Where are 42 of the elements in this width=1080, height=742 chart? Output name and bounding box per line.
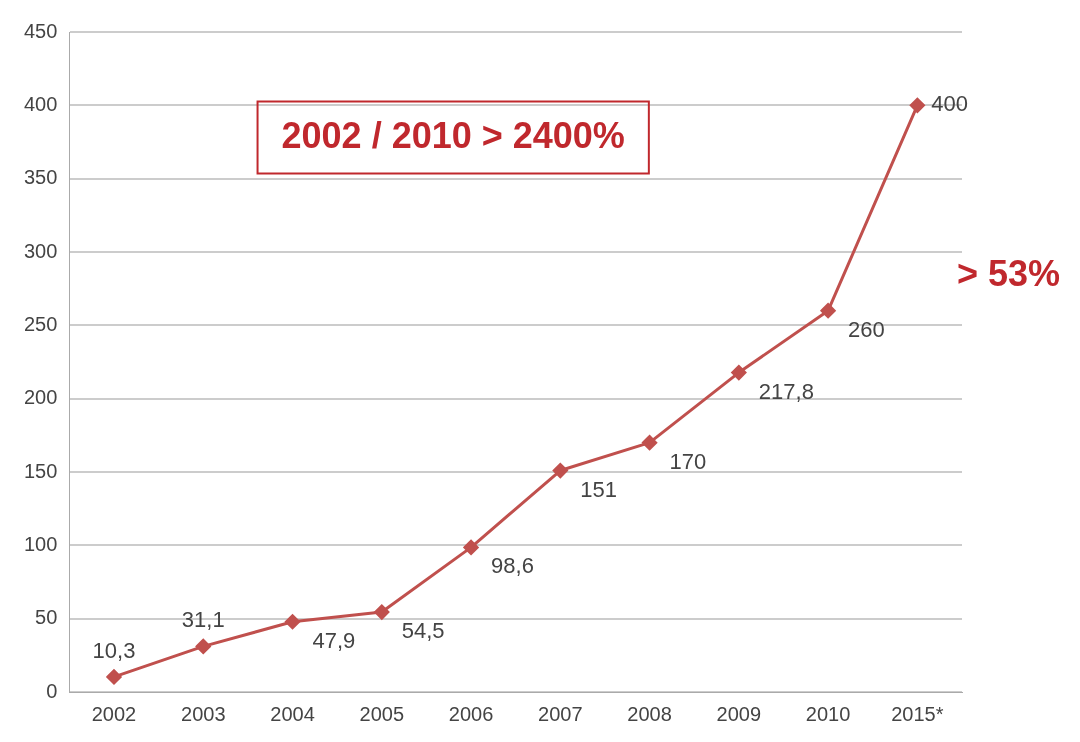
data-label: 47,9 <box>312 627 356 653</box>
point <box>731 365 747 381</box>
point <box>463 539 479 555</box>
x-tick-label: 2010 <box>805 702 851 725</box>
annotation: 2002 / 2010 > 2400% <box>281 114 625 156</box>
y-tick-label: 150 <box>23 459 58 482</box>
point <box>642 435 658 451</box>
x-tick-label: 2005 <box>359 702 405 725</box>
annotation: > 53% <box>956 253 1060 295</box>
data-label: 400 <box>931 91 969 117</box>
data-label: 98,6 <box>491 553 534 579</box>
y-tick-label: 50 <box>35 606 58 629</box>
data-label: 10,3 <box>92 637 136 663</box>
y-tick-label: 400 <box>23 92 58 115</box>
y-tick-label: 300 <box>23 239 58 262</box>
y-tick-label: 0 <box>46 679 58 702</box>
x-tick-label: 2008 <box>627 702 672 725</box>
x-tick-label: 2009 <box>716 702 762 725</box>
point <box>374 604 390 620</box>
point <box>285 614 301 630</box>
x-tick-label: 2015* <box>891 702 944 725</box>
data-label: 260 <box>848 316 885 342</box>
x-tick-label: 2007 <box>538 702 583 725</box>
y-tick-label: 350 <box>23 166 58 189</box>
x-tick-label: 2004 <box>270 702 315 725</box>
y-tick-label: 450 <box>23 19 58 42</box>
x-tick-label: 2003 <box>181 702 226 725</box>
point <box>106 669 122 685</box>
data-label: 170 <box>669 448 707 474</box>
y-tick-label: 100 <box>23 532 58 555</box>
point <box>552 463 568 479</box>
data-label: 54,5 <box>401 618 445 644</box>
x-tick-label: 2006 <box>448 702 494 725</box>
point <box>195 638 211 654</box>
point <box>820 303 836 319</box>
data-label: 217,8 <box>758 378 814 404</box>
y-tick-label: 250 <box>23 312 58 335</box>
data-label: 151 <box>580 476 618 502</box>
x-tick-label: 2002 <box>91 702 137 725</box>
point <box>909 97 925 113</box>
y-tick-label: 200 <box>23 386 58 409</box>
data-label: 31,1 <box>181 607 225 633</box>
